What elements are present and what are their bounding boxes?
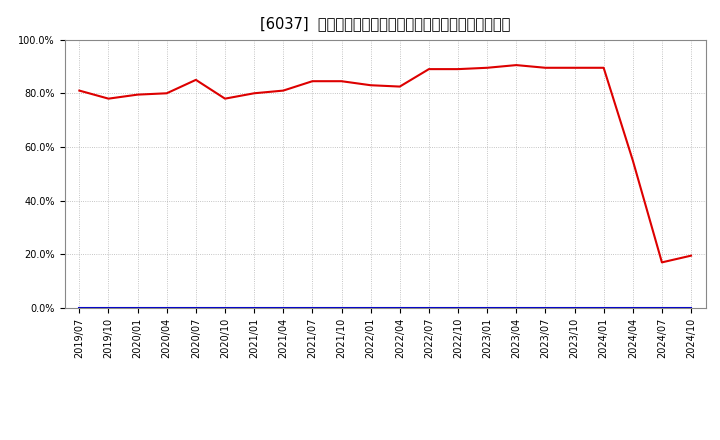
有利子負債: [541, 305, 550, 311]
現須金: [337, 79, 346, 84]
Title: [6037]  現須金、有利子負債の総資産に対する比率の推移: [6037] 現須金、有利子負債の総資産に対する比率の推移: [260, 16, 510, 32]
有利子負債: [454, 305, 462, 311]
現須金: [512, 62, 521, 68]
有利子負債: [133, 305, 142, 311]
現須金: [657, 260, 666, 265]
有利子負債: [599, 305, 608, 311]
現須金: [483, 65, 492, 70]
有利子負債: [629, 305, 637, 311]
有利子負債: [512, 305, 521, 311]
有利子負債: [687, 305, 696, 311]
現須金: [75, 88, 84, 93]
現須金: [104, 96, 113, 101]
有利子負債: [337, 305, 346, 311]
現須金: [279, 88, 287, 93]
現須金: [133, 92, 142, 97]
現須金: [250, 91, 258, 96]
現須金: [163, 91, 171, 96]
現須金: [541, 65, 550, 70]
現須金: [454, 66, 462, 72]
現須金: [220, 96, 229, 101]
Line: 現須金: 現須金: [79, 65, 691, 262]
現須金: [425, 66, 433, 72]
現須金: [192, 77, 200, 82]
現須金: [395, 84, 404, 89]
現須金: [687, 253, 696, 258]
有利子負債: [192, 305, 200, 311]
有利子負債: [657, 305, 666, 311]
有利子負債: [308, 305, 317, 311]
有利子負債: [279, 305, 287, 311]
有利子負債: [425, 305, 433, 311]
有利子負債: [163, 305, 171, 311]
有利子負債: [483, 305, 492, 311]
有利子負債: [104, 305, 113, 311]
有利子負債: [570, 305, 579, 311]
有利子負債: [366, 305, 375, 311]
現須金: [629, 158, 637, 163]
現須金: [308, 79, 317, 84]
有利子負債: [75, 305, 84, 311]
現須金: [599, 65, 608, 70]
有利子負債: [220, 305, 229, 311]
有利子負債: [250, 305, 258, 311]
現須金: [570, 65, 579, 70]
有利子負債: [395, 305, 404, 311]
現須金: [366, 83, 375, 88]
